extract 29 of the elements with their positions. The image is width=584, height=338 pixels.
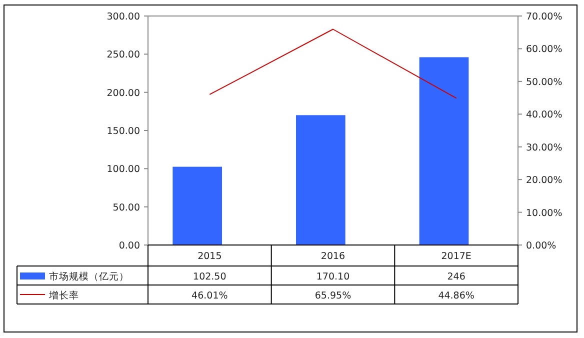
legend-label: 增长率 — [48, 290, 79, 302]
y2-tick-label: 60.00% — [526, 44, 562, 56]
data-label: 65.95% — [314, 290, 352, 302]
y-tick-label: 200.00 — [106, 88, 140, 99]
y-tick-label: 50.00 — [112, 202, 140, 214]
bar — [296, 115, 346, 245]
y-tick-label: 150.00 — [106, 126, 140, 137]
data-label: 246 — [447, 272, 466, 282]
y-tick-label: 100.00 — [106, 164, 140, 176]
y2-tick-label: 70.00% — [526, 12, 562, 22]
y2-tick-label: 0.00% — [526, 240, 556, 252]
x-tick-label: 2016 — [320, 251, 346, 262]
y2-tick-label: 20.00% — [526, 175, 562, 186]
y-tick-label: 300.00 — [106, 12, 140, 22]
y2-tick-label: 50.00% — [526, 76, 562, 88]
y2-tick-label: 10.00% — [526, 208, 562, 219]
y2-tick-label: 40.00% — [526, 110, 562, 121]
data-label: 46.01% — [192, 290, 228, 302]
data-label: 102.50 — [193, 272, 226, 282]
bar — [172, 166, 222, 245]
y2-tick-label: 30.00% — [526, 142, 562, 154]
x-tick-label: 2017E — [441, 251, 472, 262]
y-tick-label: 0.00 — [118, 240, 140, 252]
x-tick-label: 2015 — [198, 251, 222, 262]
legend-label: 市场规模（亿元） — [49, 270, 129, 282]
data-label: 44.86% — [438, 290, 474, 302]
bar — [419, 57, 469, 245]
data-label: 170.10 — [316, 272, 350, 282]
y-tick-label: 250.00 — [106, 50, 140, 61]
